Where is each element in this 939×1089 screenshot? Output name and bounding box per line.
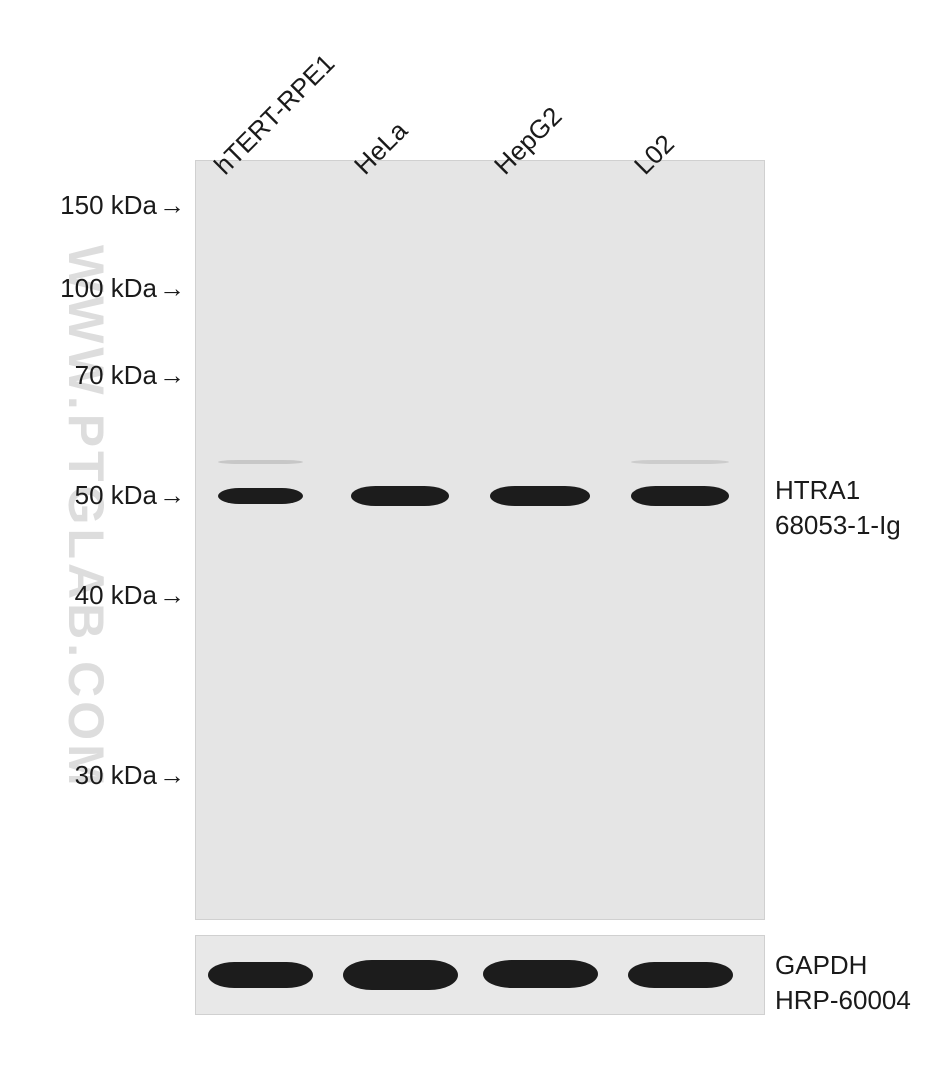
ladder-text: 70 kDa bbox=[75, 360, 157, 390]
arrow-icon: → bbox=[159, 480, 185, 510]
arrow-icon: → bbox=[159, 360, 185, 390]
arrow-icon: → bbox=[159, 190, 185, 220]
target-band-4 bbox=[631, 486, 729, 506]
arrow-icon: → bbox=[159, 760, 185, 790]
ladder-30: 30 kDa→ bbox=[45, 760, 185, 791]
ladder-50: 50 kDa→ bbox=[45, 480, 185, 511]
main-membrane bbox=[195, 160, 765, 920]
loading-label-line2: HRP-60004 bbox=[775, 985, 911, 1016]
target-band-3 bbox=[490, 486, 590, 506]
arrow-icon: → bbox=[159, 580, 185, 610]
ladder-text: 30 kDa bbox=[75, 760, 157, 790]
ladder-text: 150 kDa bbox=[60, 190, 157, 220]
target-band-2 bbox=[351, 486, 449, 506]
faint-band-1 bbox=[218, 460, 303, 464]
target-label-line1: HTRA1 bbox=[775, 475, 860, 506]
ladder-70: 70 kDa→ bbox=[45, 360, 185, 391]
faint-band-4 bbox=[631, 460, 729, 464]
western-blot-figure: WWW.PTGLAB.COM 150 kDa→ 100 kDa→ 70 kDa→… bbox=[0, 0, 939, 1089]
loading-band-1 bbox=[208, 962, 313, 988]
ladder-40: 40 kDa→ bbox=[45, 580, 185, 611]
target-band-1 bbox=[218, 488, 303, 504]
ladder-150: 150 kDa→ bbox=[45, 190, 185, 221]
watermark-text: WWW.PTGLAB.COM bbox=[57, 245, 115, 790]
arrow-icon: → bbox=[159, 273, 185, 303]
ladder-100: 100 kDa→ bbox=[45, 273, 185, 304]
ladder-text: 50 kDa bbox=[75, 480, 157, 510]
loading-band-3 bbox=[483, 960, 598, 988]
loading-band-4 bbox=[628, 962, 733, 988]
ladder-text: 100 kDa bbox=[60, 273, 157, 303]
loading-band-2 bbox=[343, 960, 458, 990]
loading-label-line1: GAPDH bbox=[775, 950, 867, 981]
target-label-line2: 68053-1-Ig bbox=[775, 510, 901, 541]
ladder-text: 40 kDa bbox=[75, 580, 157, 610]
